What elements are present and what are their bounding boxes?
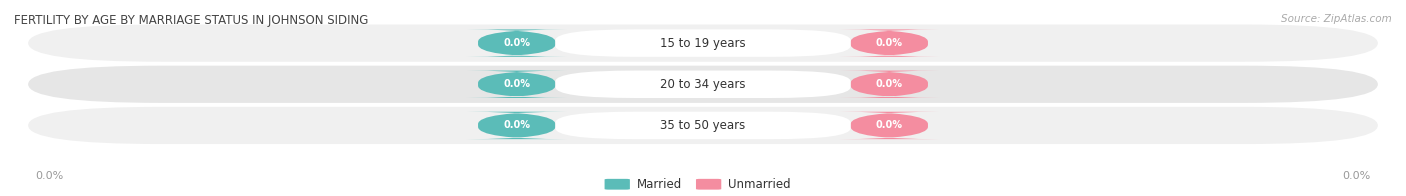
FancyBboxPatch shape bbox=[467, 71, 567, 98]
Text: Married: Married bbox=[637, 178, 682, 191]
Text: 0.0%: 0.0% bbox=[35, 171, 63, 181]
FancyBboxPatch shape bbox=[467, 112, 567, 139]
Text: 0.0%: 0.0% bbox=[876, 38, 903, 48]
Text: Unmarried: Unmarried bbox=[728, 178, 792, 191]
Text: Source: ZipAtlas.com: Source: ZipAtlas.com bbox=[1281, 14, 1392, 24]
Text: 20 to 34 years: 20 to 34 years bbox=[661, 78, 745, 91]
Text: 0.0%: 0.0% bbox=[876, 79, 903, 89]
Text: 0.0%: 0.0% bbox=[503, 120, 530, 131]
Text: 35 to 50 years: 35 to 50 years bbox=[661, 119, 745, 132]
Text: 0.0%: 0.0% bbox=[503, 38, 530, 48]
Text: 0.0%: 0.0% bbox=[503, 79, 530, 89]
FancyBboxPatch shape bbox=[839, 71, 939, 98]
FancyBboxPatch shape bbox=[555, 112, 851, 139]
FancyBboxPatch shape bbox=[696, 179, 721, 190]
FancyBboxPatch shape bbox=[839, 112, 939, 139]
Text: 0.0%: 0.0% bbox=[1343, 171, 1371, 181]
FancyBboxPatch shape bbox=[467, 29, 567, 57]
FancyBboxPatch shape bbox=[28, 24, 1378, 62]
Text: 0.0%: 0.0% bbox=[876, 120, 903, 131]
FancyBboxPatch shape bbox=[555, 29, 851, 57]
FancyBboxPatch shape bbox=[28, 66, 1378, 103]
FancyBboxPatch shape bbox=[839, 29, 939, 57]
Text: 15 to 19 years: 15 to 19 years bbox=[661, 37, 745, 50]
Text: FERTILITY BY AGE BY MARRIAGE STATUS IN JOHNSON SIDING: FERTILITY BY AGE BY MARRIAGE STATUS IN J… bbox=[14, 14, 368, 27]
FancyBboxPatch shape bbox=[605, 179, 630, 190]
FancyBboxPatch shape bbox=[555, 71, 851, 98]
FancyBboxPatch shape bbox=[28, 107, 1378, 144]
